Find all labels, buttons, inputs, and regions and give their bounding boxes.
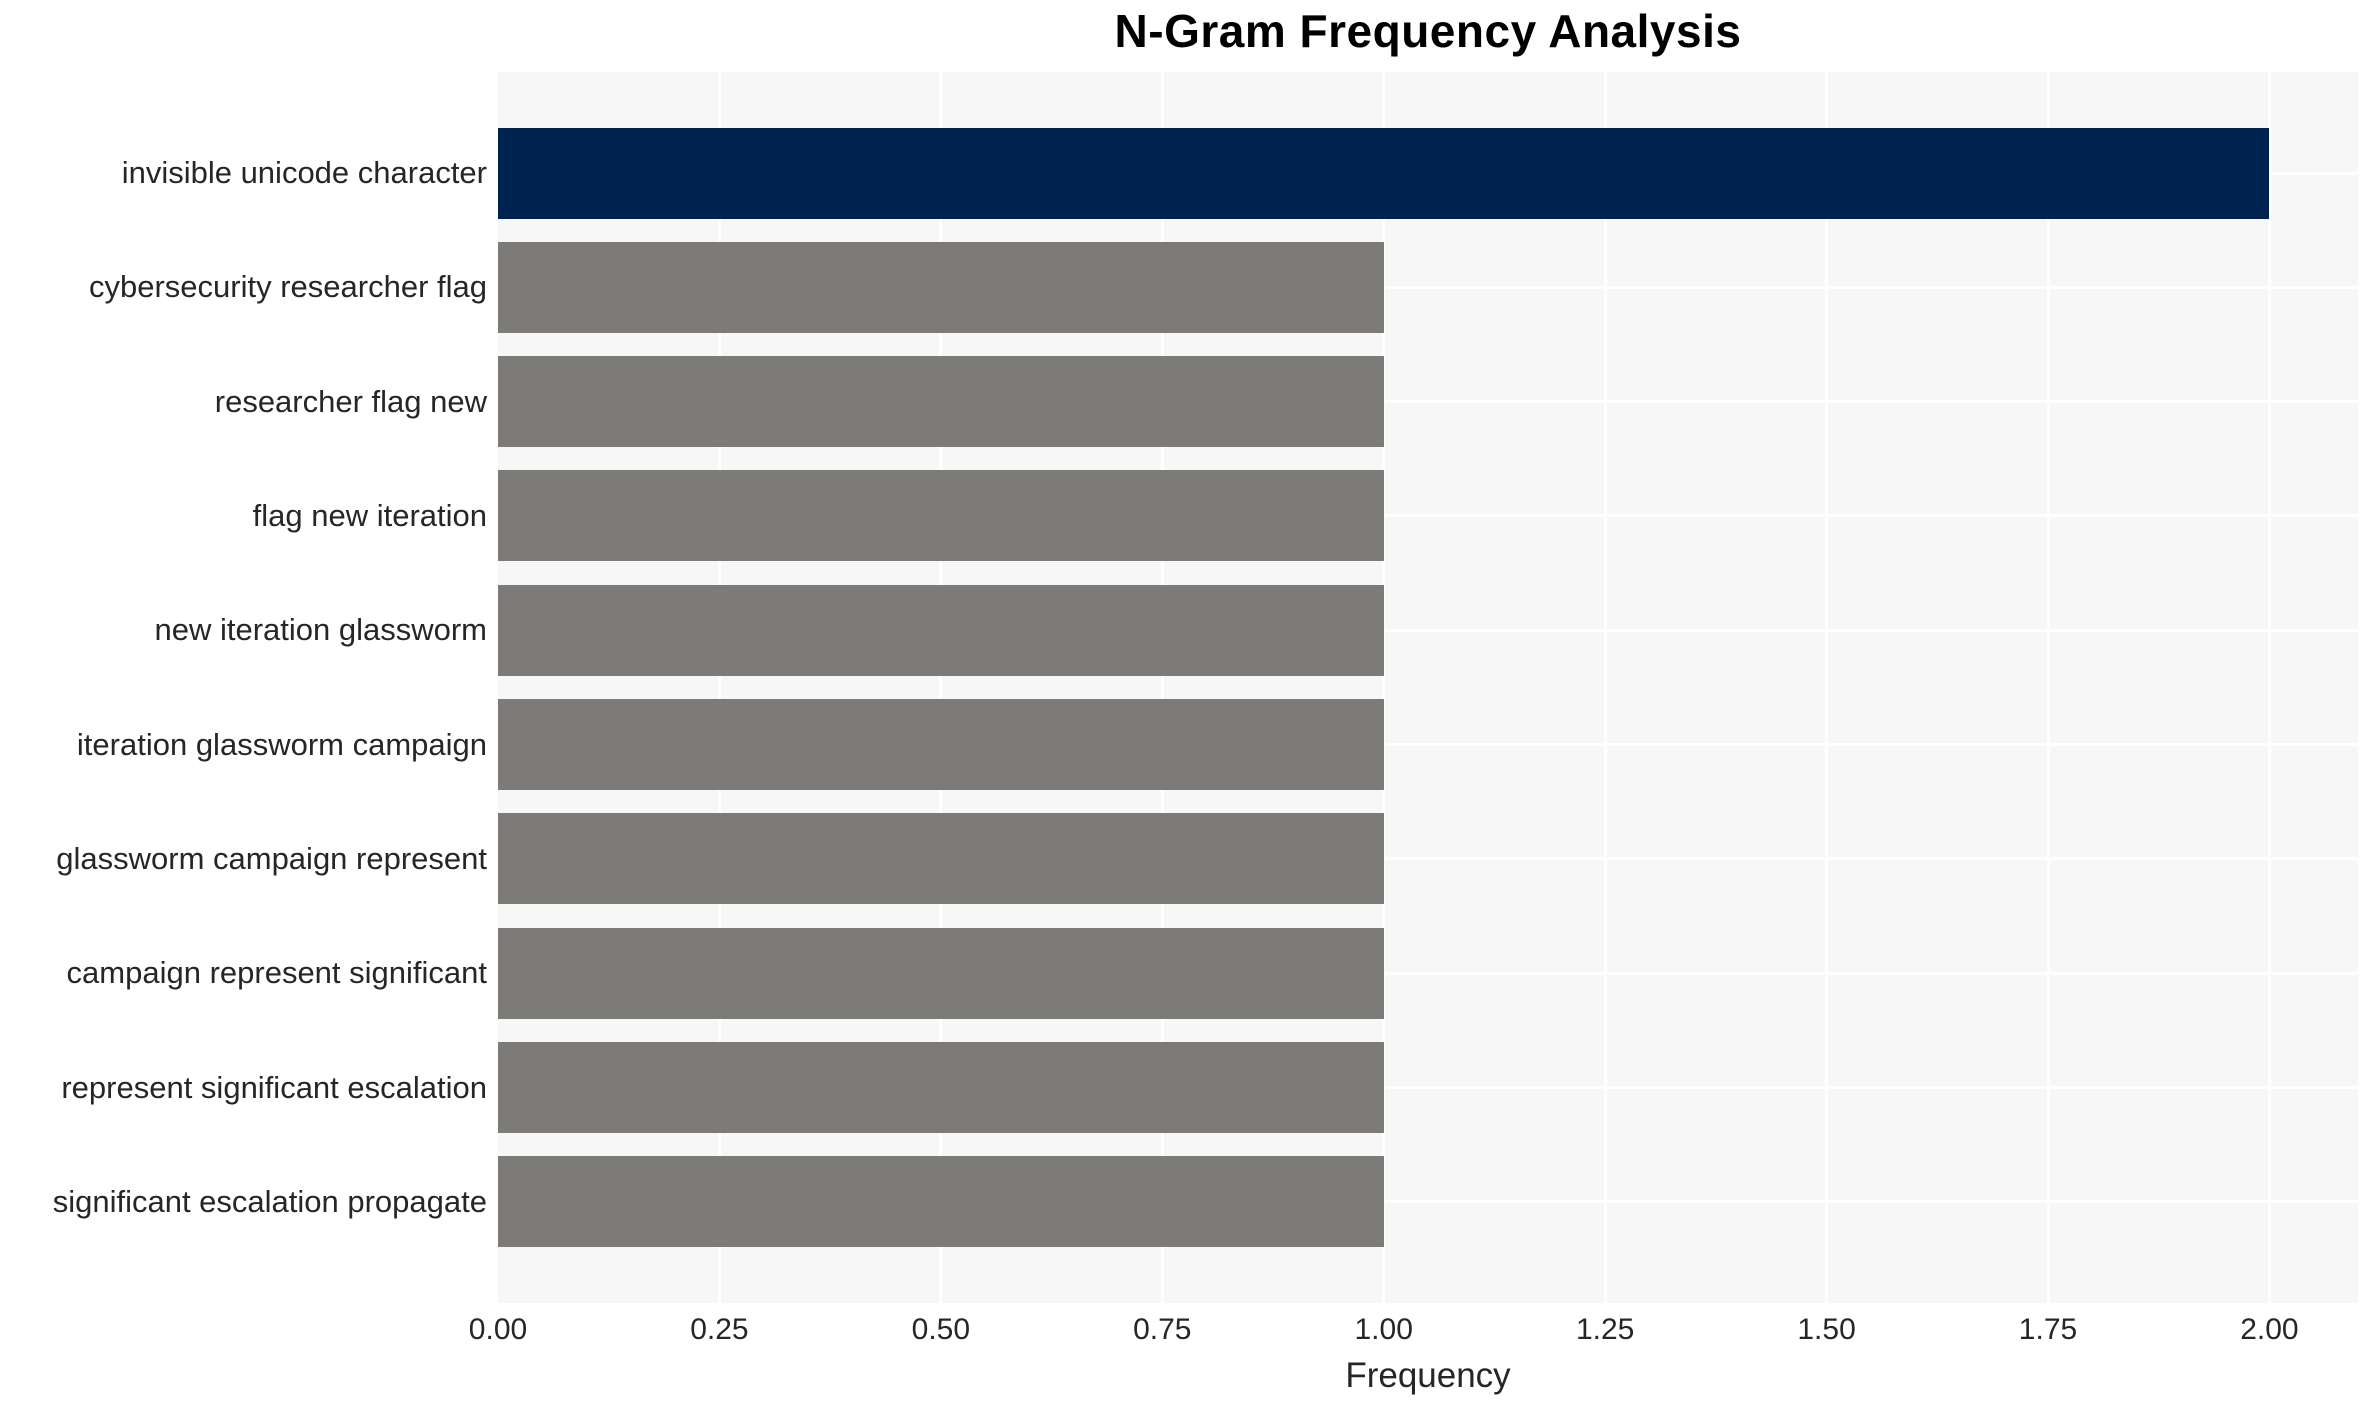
horizontal-gridline [498,628,2358,632]
x-tick-label: 0.00 [468,1313,528,1346]
x-tick-label: 1.25 [1575,1313,1635,1346]
horizontal-gridline [498,285,2358,289]
bar [498,813,1384,905]
vertical-gridline [939,72,943,1303]
vertical-gridline [1160,72,1164,1303]
vertical-gridline [2267,72,2271,1303]
horizontal-gridline [498,400,2358,404]
x-tick-label: 1.00 [1354,1313,1413,1346]
plot-area [498,72,2358,1303]
horizontal-gridline [498,857,2358,861]
category-label: significant escalation propagate [52,1183,487,1219]
category-label: invisible unicode character [121,155,487,190]
category-label: cybersecurity researcher flag [89,269,487,305]
horizontal-gridline [498,971,2358,975]
category-label: new iteration glassworm [154,612,487,648]
x-tick-label: 2.00 [2240,1313,2299,1346]
bar [498,356,1384,448]
category-label: iteration glassworm campaign [76,726,487,762]
x-tick-label: 0.75 [1133,1313,1192,1346]
bar [498,1042,1384,1134]
x-tick-label: 1.75 [2018,1313,2078,1346]
category-label: represent significant escalation [61,1069,487,1105]
category-label: glassworm campaign represent [56,840,487,876]
category-label: flag new iteration [252,497,487,533]
horizontal-gridline [498,1200,2358,1204]
category-label: campaign represent significant [66,955,487,991]
x-tick-label: 0.25 [690,1313,749,1346]
x-axis-label: Frequency [1345,1356,1511,1395]
bar [498,584,1384,676]
bar [498,1156,1384,1248]
horizontal-gridline [498,1086,2358,1090]
category-label: researcher flag new [214,383,487,419]
chart-title: N-Gram Frequency Analysis [1114,5,1742,57]
vertical-gridline [717,72,721,1303]
bar [498,127,2270,219]
vertical-gridline [1603,72,1607,1303]
bar [498,241,1384,333]
x-tick-label: 0.50 [911,1313,971,1346]
bar [498,470,1384,562]
horizontal-gridline [498,743,2358,747]
bar [498,927,1384,1019]
bar [498,699,1384,791]
x-tick-label: 1.50 [1797,1313,1856,1346]
vertical-gridline [1825,72,1829,1303]
vertical-gridline [1382,72,1386,1303]
horizontal-gridline [498,514,2358,518]
vertical-gridline [2046,72,2050,1303]
